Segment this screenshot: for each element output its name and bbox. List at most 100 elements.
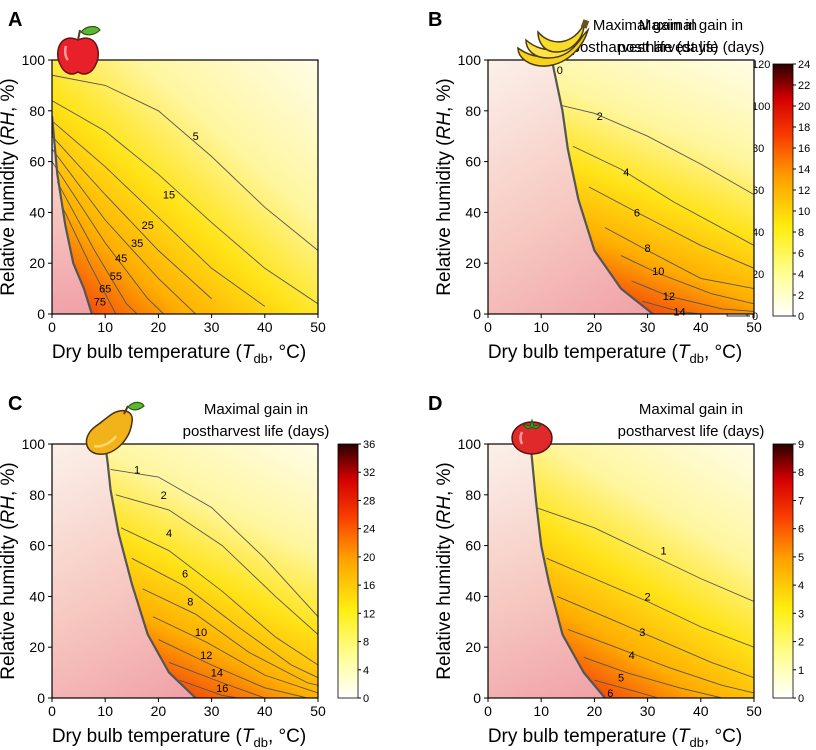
axes-frame-B: [487, 59, 755, 315]
x-tick-label-B: 30: [640, 319, 656, 335]
boundary-line-D: [529, 444, 606, 698]
contour-label-B-12: 12: [663, 291, 675, 303]
panel-letter-C: C: [8, 393, 22, 415]
plot-area-C: [52, 444, 318, 698]
x-tick-label-C: 30: [204, 703, 220, 719]
boundary-line-C: [104, 444, 197, 698]
contour-label-A-75: 75: [94, 296, 106, 308]
contour-label-D-1: 1: [660, 546, 666, 558]
contour-line-C-12: [158, 639, 308, 698]
y-tick-label-C: 80: [29, 487, 45, 503]
contour-label-C-16: 16: [216, 683, 228, 695]
contour-label-B-14: 14: [673, 306, 685, 318]
colorbar-title-C: Maximal gain in: [204, 401, 308, 418]
colorbar-title-2-D: postharvest life (days): [618, 423, 765, 440]
boundary-line-A: [52, 115, 93, 314]
contour-line-C-2: [115, 494, 318, 635]
contour-line-A-5: [52, 74, 318, 251]
contour-label-A-25: 25: [142, 220, 154, 232]
contour-label-A-65: 65: [99, 284, 111, 296]
colorbar-tick-label-A: 120: [752, 59, 770, 71]
colorbar-C: [337, 443, 359, 699]
contour-label-C-1: 1: [134, 464, 140, 476]
colorbar-B: [772, 63, 794, 317]
colorbar-tick-label-A: 100: [752, 101, 770, 113]
plot-area-B: [488, 60, 754, 314]
colorbar-tick-label-B: 20: [798, 101, 810, 113]
colorbar-tick-label-D: 4: [798, 580, 804, 592]
infeasible-region-C: [52, 444, 196, 698]
banana-icon: [517, 19, 590, 67]
x-tick-label-C: 0: [48, 703, 56, 719]
infeasible-region-B: [488, 60, 653, 314]
apple-icon: [57, 25, 101, 75]
colorbar-tick-label-B: 2: [798, 290, 804, 302]
contour-line-A-75: [62, 207, 117, 314]
x-tick-label-C: 20: [151, 703, 167, 719]
contour-label-B-8: 8: [645, 243, 651, 255]
x-tick-label-B: 10: [533, 319, 549, 335]
colorbar-tick-label-D: 3: [798, 608, 804, 620]
colorbar-tick-label-C: 36: [363, 439, 375, 451]
contour-label-D-2: 2: [645, 591, 651, 603]
colorbar-tick-label-D: 9: [798, 439, 804, 451]
contour-line-C-1: [110, 468, 318, 618]
contour-label-B-4: 4: [623, 167, 629, 179]
contour-label-C-10: 10: [195, 627, 207, 639]
y-axis-label-C: Relative humidity (RH, %): [0, 462, 19, 680]
colorbar-title-2-A: postharvest life (days): [572, 39, 719, 56]
x-tick-label-D: 40: [693, 703, 709, 719]
y-tick-label-A: 0: [37, 306, 45, 322]
colorbar-tick-label-D: 1: [798, 665, 804, 677]
axes-frame-C: [51, 443, 319, 699]
y-tick-label-A: 60: [29, 154, 45, 170]
colorbar-tick-label-C: 0: [363, 693, 369, 705]
tomato-icon: [511, 418, 553, 455]
colorbar-tick-label-A: 40: [752, 227, 764, 239]
y-tick-label-D: 80: [465, 487, 481, 503]
colorbar-tick-label-C: 24: [363, 524, 375, 536]
x-axis-label-A: Dry bulb temperature (Tdb, °C): [52, 342, 306, 366]
x-axis-label-B: Dry bulb temperature (Tdb, °C): [488, 342, 742, 366]
contour-line-D-5: [583, 656, 723, 698]
contour-line-B-14: [642, 300, 701, 314]
x-tick-label-B: 50: [746, 319, 762, 335]
colorbar-tick-label-C: 28: [363, 495, 375, 507]
colorbar-tick-label-D: 0: [798, 693, 804, 705]
x-axis-label-D: Dry bulb temperature (Tdb, °C): [488, 726, 742, 750]
contour-label-C-8: 8: [187, 596, 193, 608]
x-tick-label-B: 40: [693, 319, 709, 335]
x-tick-label-C: 40: [257, 703, 273, 719]
contour-line-A-25: [52, 120, 266, 307]
y-tick-label-D: 20: [465, 639, 481, 655]
colorbar-tick-label-B: 24: [798, 59, 810, 71]
contour-line-D-1: [535, 507, 754, 602]
contour-label-C-12: 12: [200, 650, 212, 662]
contour-line-A-35: [52, 135, 212, 300]
boundary-line-B: [550, 60, 654, 314]
colorbar-tick-label-B: 16: [798, 143, 810, 155]
y-tick-label-B: 0: [473, 306, 481, 322]
contour-label-A-45: 45: [115, 253, 127, 265]
x-tick-label-C: 10: [97, 703, 113, 719]
y-tick-label-D: 0: [473, 690, 481, 706]
colorbar-tick-label-B: 18: [798, 122, 810, 134]
x-tick-label-A: 0: [48, 319, 56, 335]
contour-line-A-15: [52, 100, 318, 305]
colorbar-D: [772, 443, 794, 699]
colorbar-tick-label-C: 12: [363, 608, 375, 620]
x-tick-label-A: 50: [310, 319, 326, 335]
contour-label-A-15: 15: [163, 190, 175, 202]
colorbar-tick-label-B: 22: [798, 80, 810, 92]
contour-label-D-4: 4: [629, 650, 635, 662]
contour-line-B-4: [572, 145, 754, 246]
colorbar-tick-label-A: 20: [752, 269, 764, 281]
y-tick-label-A: 100: [22, 52, 46, 68]
y-tick-label-B: 100: [458, 52, 482, 68]
contour-line-C-14: [168, 662, 265, 698]
x-tick-label-B: 0: [484, 319, 492, 335]
y-axis-label-A: Relative humidity (RH, %): [0, 78, 19, 296]
